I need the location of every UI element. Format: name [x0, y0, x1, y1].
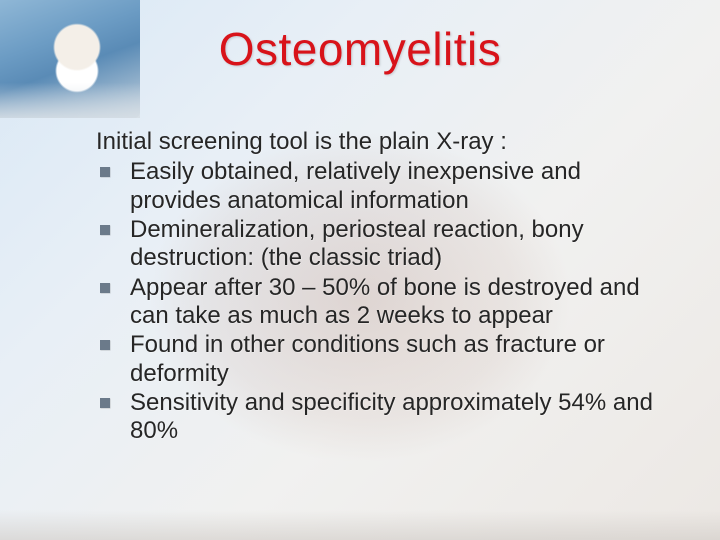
bullet-list: Easily obtained, relatively inexpensive …: [96, 158, 672, 445]
slide-body: Initial screening tool is the plain X-ra…: [96, 128, 672, 446]
lead-text: Initial screening tool is the plain X-ra…: [96, 128, 672, 156]
list-item: Easily obtained, relatively inexpensive …: [96, 158, 672, 215]
list-item: Found in other conditions such as fractu…: [96, 331, 672, 388]
slide-title: Osteomyelitis: [0, 22, 720, 76]
list-item: Sensitivity and specificity approximatel…: [96, 389, 672, 446]
list-item: Demineralization, periosteal reaction, b…: [96, 216, 672, 273]
list-item: Appear after 30 – 50% of bone is destroy…: [96, 274, 672, 331]
bottom-gradient: [0, 510, 720, 540]
